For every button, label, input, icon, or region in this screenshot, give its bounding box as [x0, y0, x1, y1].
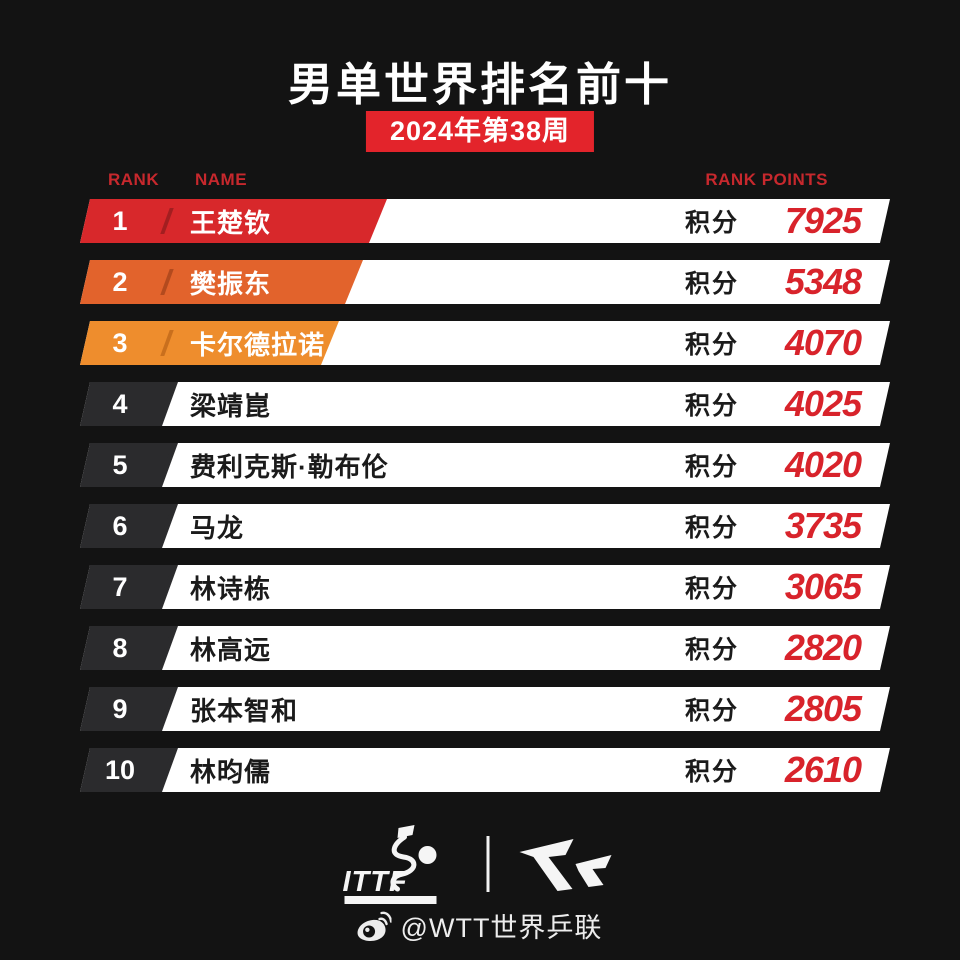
rank-block	[80, 626, 178, 670]
points-label: 积分	[684, 270, 739, 298]
rank-block	[80, 260, 363, 304]
page-title: 男单世界排名前十	[287, 59, 672, 110]
points-label: 积分	[684, 697, 739, 725]
points-value: 7925	[784, 200, 862, 241]
rank-number: 3	[112, 327, 128, 358]
column-headers: RANK NAME RANK POINTS	[85, 170, 885, 190]
table-row: 9 张本智和 积分 2805	[80, 687, 890, 731]
points-value: 3735	[784, 505, 862, 546]
player-name: 王楚钦	[190, 207, 272, 238]
table-row: 10 林昀儒 积分 2610	[80, 748, 890, 792]
table-row: 5 费利克斯·勒布伦 积分 4020	[80, 443, 890, 487]
points-label: 积分	[684, 453, 739, 481]
rank-number: 6	[112, 510, 128, 541]
rank-block	[80, 321, 339, 365]
player-name: 费利克斯·勒布伦	[190, 451, 389, 482]
points-value: 4025	[784, 383, 862, 424]
points-label: 积分	[684, 758, 739, 786]
player-name: 林高远	[190, 634, 272, 665]
ittf-logo-icon: ITTF	[343, 825, 437, 904]
points-value: 4020	[784, 444, 862, 485]
player-name: 卡尔德拉诺	[190, 329, 326, 360]
points-value: 3065	[784, 566, 862, 607]
footer-logos: ITTF	[343, 822, 618, 906]
ranking-table: 1 王楚钦 积分 7925 2 樊振东 积分 5348 3 卡尔德拉诺	[80, 199, 890, 809]
player-name: 林昀儒	[190, 756, 272, 787]
table-row: 7 林诗栋 积分 3065	[80, 565, 890, 609]
points-label: 积分	[684, 514, 739, 542]
points-value: 5348	[784, 261, 862, 302]
rank-number: 10	[104, 754, 136, 785]
points-label: 积分	[684, 331, 739, 359]
rank-block	[80, 687, 178, 731]
row-background	[80, 443, 890, 487]
row-background	[80, 565, 890, 609]
logo-divider	[486, 836, 490, 892]
rank-block	[80, 443, 178, 487]
table-row: 1 王楚钦 积分 7925	[80, 199, 890, 243]
player-name: 马龙	[190, 512, 245, 543]
table-row: 8 林高远 积分 2820	[80, 626, 890, 670]
points-label: 积分	[684, 636, 739, 664]
row-background	[80, 382, 890, 426]
rank-number: 8	[112, 632, 128, 663]
player-name: 梁靖崑	[190, 390, 272, 421]
rank-block	[80, 382, 178, 426]
rank-number: 7	[112, 571, 128, 602]
header-points: RANK POINTS	[705, 170, 828, 189]
weibo-credit: @WTT世界乒联	[357, 906, 603, 945]
wtt-logo-icon	[519, 839, 612, 891]
row-background	[80, 504, 890, 548]
header-rank: RANK	[108, 170, 160, 189]
rank-number: 9	[112, 693, 128, 724]
rank-block	[80, 199, 387, 243]
weibo-icon	[357, 911, 392, 941]
rank-number: 4	[112, 388, 128, 419]
player-name: 林诗栋	[190, 573, 272, 604]
row-background	[80, 626, 890, 670]
points-value: 2610	[784, 749, 862, 790]
points-value: 2805	[784, 688, 862, 729]
table-row: 2 樊振东 积分 5348	[80, 260, 890, 304]
points-value: 2820	[784, 627, 862, 668]
ittf-logo-text: ITTF	[343, 866, 408, 898]
player-name: 樊振东	[190, 268, 272, 299]
points-label: 积分	[684, 209, 739, 237]
table-row: 6 马龙 积分 3735	[80, 504, 890, 548]
points-value: 4070	[784, 322, 862, 363]
table-row: 4 梁靖崑 积分 4025	[80, 382, 890, 426]
rank-block	[80, 565, 178, 609]
rank-block	[80, 504, 178, 548]
player-name: 张本智和	[190, 695, 299, 726]
row-background	[80, 687, 890, 731]
rank-number: 2	[112, 266, 128, 297]
header-name: NAME	[195, 170, 248, 189]
points-label: 积分	[684, 575, 739, 603]
row-background	[80, 748, 890, 792]
week-badge: 2024年第38周	[365, 111, 595, 152]
rank-block	[80, 748, 178, 792]
table-row: 3 卡尔德拉诺 积分 4070	[80, 321, 890, 365]
weibo-handle: @WTT世界乒联	[400, 913, 603, 943]
rank-number: 1	[112, 205, 128, 236]
rank-number: 5	[112, 449, 128, 480]
points-label: 积分	[684, 392, 739, 420]
